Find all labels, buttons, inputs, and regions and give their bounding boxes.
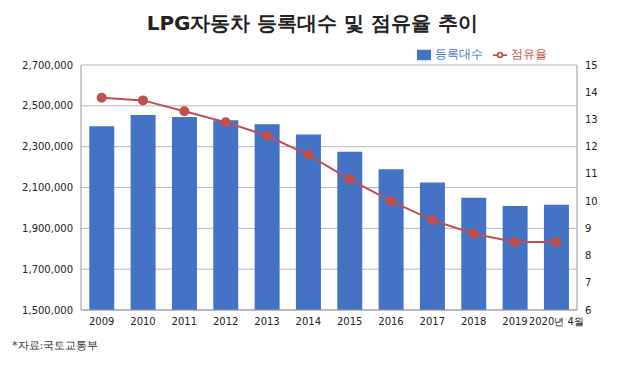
svg-text:2011: 2011 [172,316,197,327]
svg-text:2014: 2014 [296,316,321,327]
svg-text:2013: 2013 [254,316,279,327]
svg-text:1,900,000: 1,900,000 [22,223,73,234]
svg-text:15: 15 [585,60,598,71]
html-text:LPG자동차 등록대수 및 점유율 추이: LPG자동차 등록대수 및 점유율 추이 [146,11,479,35]
svg-text:1,700,000: 1,700,000 [22,264,73,275]
svg-text:13: 13 [585,114,598,125]
svg-text:2,700,000: 2,700,000 [22,60,73,71]
svg-text:2009: 2009 [89,316,114,327]
svg-text:6: 6 [585,305,591,316]
svg-text:2012: 2012 [213,316,238,327]
svg-text:2016: 2016 [378,316,403,327]
svg-text:2019: 2019 [502,316,527,327]
svg-text:8: 8 [585,250,591,261]
svg-text:2020년 4월: 2020년 4월 [529,316,584,327]
html-text:점유율: 점유율 [511,47,547,61]
svg-text:1,500,000: 1,500,000 [22,305,73,316]
svg-text:7: 7 [585,277,591,288]
svg-text:9: 9 [585,223,591,234]
svg-text:2017: 2017 [420,316,445,327]
svg-text:2018: 2018 [461,316,486,327]
svg-text:14: 14 [585,87,598,98]
svg-text:2,300,000: 2,300,000 [22,141,73,152]
svg-text:2,100,000: 2,100,000 [22,182,73,193]
svg-text:10: 10 [585,196,598,207]
svg-text:2015: 2015 [337,316,362,327]
svg-text:12: 12 [585,141,598,152]
html-text:*자료:국토교통부: *자료:국토교통부 [12,339,99,352]
html-text:등록대수: 등록대수 [435,47,483,61]
svg-text:2010: 2010 [130,316,155,327]
svg-text:2,500,000: 2,500,000 [22,100,73,111]
svg-text:11: 11 [585,168,598,179]
